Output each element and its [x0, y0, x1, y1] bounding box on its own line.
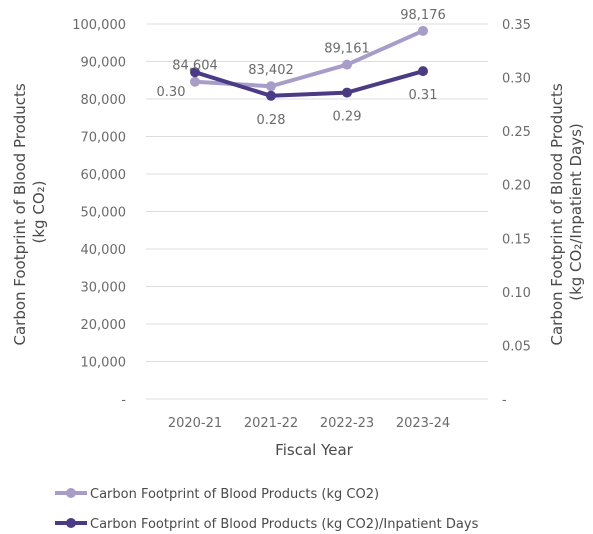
legend-swatch-marker: [66, 488, 76, 498]
left-axis-title-line2: (kg CO₂): [30, 181, 48, 244]
left-tick-label: 90,000: [81, 56, 127, 71]
left-axis-title: Carbon Footprint of Blood Products (kg C…: [11, 78, 48, 345]
legend: Carbon Footprint of Blood Products (kg C…: [55, 487, 479, 532]
data-point: [342, 87, 352, 98]
left-tick-label: 10,000: [81, 356, 127, 371]
x-tick-label: 2021-22: [244, 416, 298, 431]
data-label: 0.29: [333, 110, 362, 125]
right-tick-label: 0.30: [502, 72, 531, 87]
data-point: [266, 81, 276, 92]
x-tick-label: 2022-23: [320, 416, 374, 431]
right-axis-title: Carbon Footprint of Blood Products (kg C…: [548, 78, 585, 345]
left-tick-label: 100,000: [72, 18, 126, 33]
x-axis-title: Fiscal Year: [275, 441, 353, 459]
left-tick-label: 30,000: [81, 281, 127, 296]
gridlines: [146, 23, 488, 400]
data-point: [418, 66, 428, 77]
right-axis-title-line1: Carbon Footprint of Blood Products: [548, 83, 566, 345]
data-point: [266, 90, 276, 101]
data-point: [342, 59, 352, 70]
right-tick-label: -: [502, 393, 507, 408]
data-label: 83,402: [248, 63, 294, 78]
legend-label: Carbon Footprint of Blood Products (kg C…: [90, 487, 379, 502]
left-y-axis: - 10,000 20,000 30,000 40,000 50,000 60,000 70,…: [72, 18, 126, 408]
x-tick-label: 2023-24: [396, 416, 450, 431]
data-label: 0.30: [157, 85, 186, 100]
left-tick-label: 60,000: [81, 168, 127, 183]
data-point: [190, 67, 200, 78]
legend-label: Carbon Footprint of Blood Products (kg C…: [90, 517, 479, 532]
left-tick-label: -: [121, 393, 126, 408]
data-labels: 84,604 83,402 89,161 98,176 0.30 0.28 0.29 0.31: [157, 8, 446, 128]
data-label: 0.31: [409, 88, 438, 103]
left-tick-label: 40,000: [81, 243, 127, 258]
right-tick-label: 0.15: [502, 232, 531, 247]
legend-swatch-marker: [66, 518, 76, 528]
left-tick-label: 80,000: [81, 93, 127, 108]
x-axis: 2020-21 2021-22 2022-23 2023-24: [168, 416, 450, 431]
left-tick-label: 20,000: [81, 318, 127, 333]
left-tick-label: 50,000: [81, 206, 127, 221]
data-label: 89,161: [324, 42, 370, 57]
data-point: [418, 25, 428, 36]
right-tick-label: 0.25: [502, 125, 531, 140]
x-tick-label: 2020-21: [168, 416, 222, 431]
right-axis-title-line2: (kg CO₂/Inpatient Days): [567, 123, 585, 301]
right-y-axis: - 0.05 0.10 0.15 0.20 0.25 0.30 0.35: [502, 18, 531, 408]
series-line-1: [193, 28, 425, 89]
right-tick-label: 0.05: [502, 339, 531, 354]
right-tick-label: 0.10: [502, 286, 531, 301]
left-tick-label: 70,000: [81, 131, 127, 146]
data-label: 84,604: [172, 59, 218, 74]
data-label: 98,176: [400, 8, 446, 23]
left-axis-title-line1: Carbon Footprint of Blood Products: [11, 83, 29, 345]
series-lines: [190, 25, 428, 101]
series-line-2: [193, 69, 425, 98]
data-label: 0.28: [257, 113, 286, 128]
right-tick-label: 0.20: [502, 179, 531, 194]
right-tick-label: 0.35: [502, 18, 531, 33]
data-point: [190, 76, 200, 87]
